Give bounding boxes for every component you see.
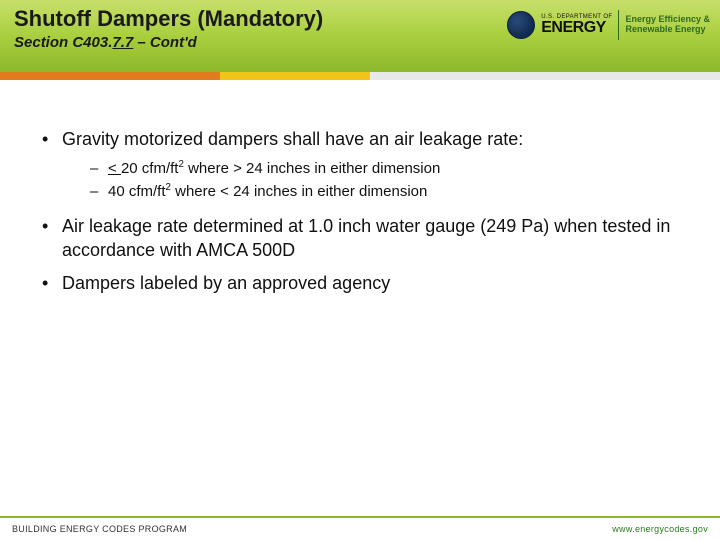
- accent-yellow: [220, 72, 370, 80]
- bullet-1-text: Gravity motorized dampers shall have an …: [62, 129, 523, 149]
- bullet-2: Air leakage rate determined at 1.0 inch …: [38, 215, 682, 262]
- sub-bullets: < 20 cfm/ft2 where > 24 inches in either…: [90, 159, 682, 201]
- bullet-3: Dampers labeled by an approved agency: [38, 272, 682, 295]
- sub2-post: where < 24 inches in either dimension: [171, 183, 427, 200]
- accent-gray: [370, 72, 720, 80]
- sub2-pre: 40 cfm/ft: [108, 183, 166, 200]
- logo-divider: [618, 10, 619, 40]
- eere-text: Energy Efficiency & Renewable Energy: [625, 15, 710, 35]
- subtitle-suffix: – Cont'd: [133, 34, 197, 51]
- accent-bar: [0, 72, 720, 80]
- slide-body: Gravity motorized dampers shall have an …: [0, 80, 720, 296]
- footer-url: www.energycodes.gov: [612, 524, 708, 534]
- doe-logo-block: U.S. DEPARTMENT OF ENERGY Energy Efficie…: [507, 10, 710, 40]
- slide-footer: BUILDING ENERGY CODES PROGRAM www.energy…: [0, 516, 720, 540]
- accent-orange: [0, 72, 220, 80]
- doe-logo: U.S. DEPARTMENT OF ENERGY: [507, 11, 612, 39]
- sub-bullet-1: < 20 cfm/ft2 where > 24 inches in either…: [90, 159, 682, 179]
- doe-seal-icon: [507, 11, 535, 39]
- bullet-1: Gravity motorized dampers shall have an …: [38, 128, 682, 201]
- sub1-post: where > 24 inches in either dimension: [184, 160, 440, 177]
- subtitle-prefix: Section C403.: [14, 34, 112, 51]
- sub1-pre: <: [108, 160, 121, 177]
- eere-line1: Energy Efficiency &: [625, 14, 710, 24]
- doe-dept-big: ENERGY: [541, 20, 612, 36]
- subtitle-underlined: 7.7: [112, 34, 133, 51]
- eere-line2: Renewable Energy: [625, 24, 705, 34]
- footer-program: BUILDING ENERGY CODES PROGRAM: [12, 524, 187, 534]
- main-bullets: Gravity motorized dampers shall have an …: [38, 128, 682, 296]
- sub-bullet-2: 40 cfm/ft2 where < 24 inches in either d…: [90, 182, 682, 202]
- sub1-mid: 20 cfm/ft: [121, 160, 179, 177]
- slide-header: Shutoff Dampers (Mandatory) Section C403…: [0, 0, 720, 72]
- doe-text: U.S. DEPARTMENT OF ENERGY: [541, 14, 612, 36]
